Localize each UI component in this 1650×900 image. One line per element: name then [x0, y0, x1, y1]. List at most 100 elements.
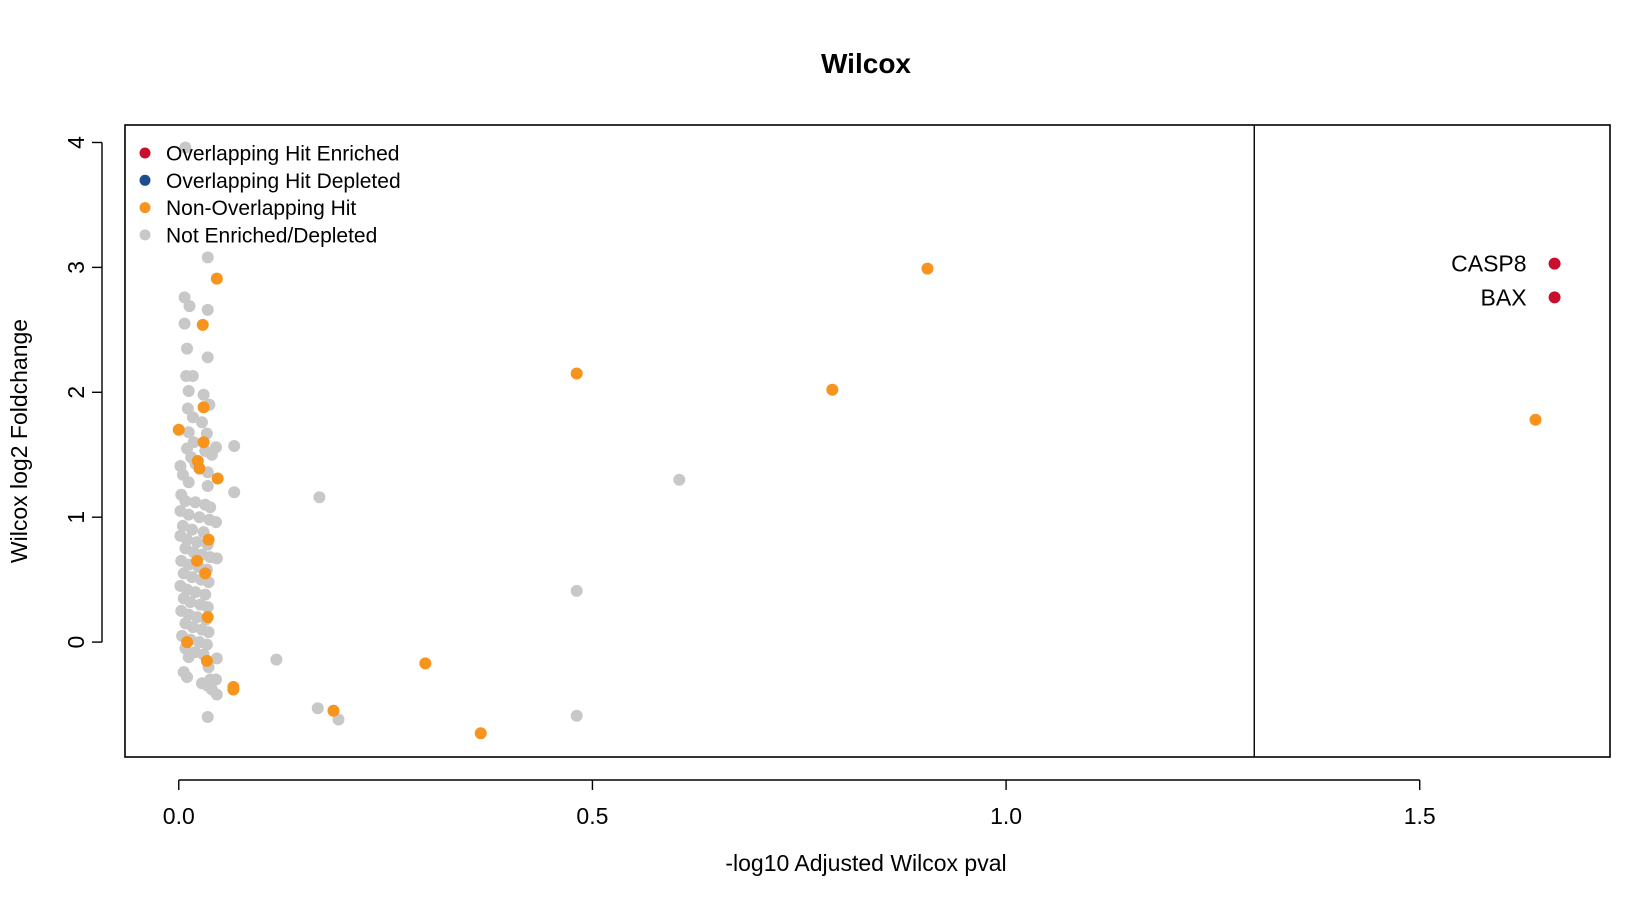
data-point — [178, 291, 191, 304]
data-point — [190, 554, 203, 567]
data-point — [190, 611, 203, 624]
data-point — [201, 601, 214, 614]
data-point — [197, 388, 210, 401]
data-point — [197, 436, 210, 449]
data-point — [311, 702, 324, 715]
data-point — [205, 448, 218, 461]
legend-label: Not Enriched/Depleted — [166, 224, 377, 247]
data-point — [227, 683, 240, 696]
chart-title: Wilcox — [821, 48, 911, 79]
data-point — [196, 318, 209, 331]
legend-marker — [139, 202, 151, 214]
data-point — [181, 342, 194, 355]
y-axis: 0 1 2 3 4 — [63, 136, 103, 649]
data-point — [210, 652, 223, 665]
data-point — [176, 519, 189, 532]
points-layer — [172, 141, 1561, 740]
data-point — [204, 501, 217, 514]
data-point — [186, 621, 199, 634]
data-point — [210, 688, 223, 701]
data-point — [201, 711, 214, 724]
data-point — [228, 439, 241, 452]
x-tick-label: 1.5 — [1404, 803, 1436, 829]
data-point — [1548, 291, 1561, 304]
data-point — [189, 586, 202, 599]
data-point — [186, 523, 199, 536]
legend-label: Overlapping Hit Enriched — [166, 143, 399, 166]
data-point — [332, 713, 345, 726]
series-non-overlapping-hit — [172, 262, 1542, 740]
point-labels: CASP8 BAX — [1451, 251, 1526, 311]
x-tick-label: 1.0 — [990, 803, 1022, 829]
series-overlapping-hit-enriched — [1548, 257, 1561, 304]
legend-label: Overlapping Hit Depleted — [166, 170, 401, 193]
data-point — [313, 491, 326, 504]
x-tick-label: 0.0 — [163, 803, 195, 829]
legend-marker — [139, 229, 151, 241]
legend-entry: Overlapping Hit Enriched — [139, 143, 399, 166]
data-point — [921, 262, 934, 275]
data-point — [179, 141, 192, 154]
data-point — [186, 411, 199, 424]
data-point — [183, 300, 196, 313]
legend-entry: Overlapping Hit Depleted — [139, 170, 401, 193]
data-point — [202, 626, 215, 639]
legend-marker — [139, 147, 151, 159]
data-point — [181, 636, 194, 649]
legend-label: Non-Overlapping Hit — [166, 197, 356, 220]
data-point — [186, 571, 199, 584]
data-point — [181, 402, 194, 415]
plot-frame — [124, 124, 1611, 758]
data-point — [570, 367, 583, 380]
legend-entry: Not Enriched/Depleted — [139, 224, 377, 247]
data-point — [181, 671, 194, 684]
x-axis: 0.0 0.5 1.0 1.5 — [163, 779, 1436, 829]
data-point — [179, 494, 192, 507]
data-point — [193, 462, 206, 475]
data-point — [193, 511, 206, 524]
point-label: CASP8 — [1451, 251, 1526, 277]
point-label: BAX — [1481, 284, 1527, 310]
data-point — [182, 385, 195, 398]
data-point — [199, 588, 212, 601]
data-point — [202, 533, 215, 546]
data-point — [201, 611, 214, 624]
data-point — [327, 704, 340, 717]
y-tick-label: 2 — [63, 386, 89, 399]
data-point — [210, 516, 223, 529]
data-point — [419, 657, 432, 670]
data-point — [200, 654, 213, 667]
data-point — [184, 596, 197, 609]
y-tick-label: 1 — [63, 511, 89, 524]
y-tick-label: 4 — [63, 136, 89, 149]
y-axis-title: Wilcox log2 Foldchange — [6, 319, 32, 563]
data-point — [182, 426, 195, 439]
data-point — [570, 709, 583, 722]
legend-entry: Non-Overlapping Hit — [139, 197, 356, 220]
data-point — [201, 251, 214, 264]
data-point — [210, 552, 223, 565]
data-point — [210, 673, 223, 686]
data-point — [1529, 413, 1542, 426]
y-tick-label: 3 — [63, 261, 89, 274]
x-tick-label: 0.5 — [576, 803, 608, 829]
legend: Overlapping Hit Enriched Overlapping Hit … — [139, 143, 401, 247]
data-point — [182, 508, 195, 521]
data-point — [182, 651, 195, 664]
legend-marker — [139, 174, 151, 186]
data-point — [673, 473, 686, 486]
data-point — [570, 584, 583, 597]
data-point — [172, 423, 185, 436]
y-tick-label: 0 — [63, 636, 89, 649]
data-point — [201, 479, 214, 492]
data-point — [197, 401, 210, 414]
data-point — [186, 370, 199, 383]
data-point — [200, 638, 213, 651]
data-point — [201, 351, 214, 364]
data-point — [190, 536, 203, 549]
data-point — [199, 567, 212, 580]
data-point — [210, 272, 223, 285]
data-point — [826, 383, 839, 396]
data-point — [189, 496, 202, 509]
